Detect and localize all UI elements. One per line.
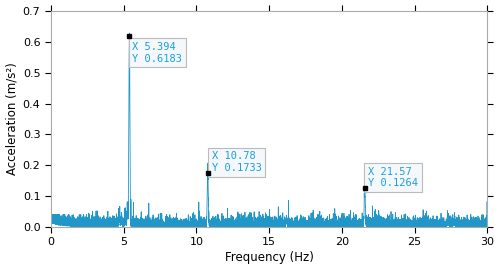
Text: X 21.57
Y 0.1264: X 21.57 Y 0.1264: [368, 167, 418, 188]
Text: X 10.78
Y 0.1733: X 10.78 Y 0.1733: [212, 151, 262, 173]
Y-axis label: Acceleration (m/s²): Acceleration (m/s²): [6, 63, 18, 175]
Text: X 5.394
Y 0.6183: X 5.394 Y 0.6183: [132, 42, 182, 63]
X-axis label: Frequency (Hz): Frequency (Hz): [224, 251, 314, 264]
